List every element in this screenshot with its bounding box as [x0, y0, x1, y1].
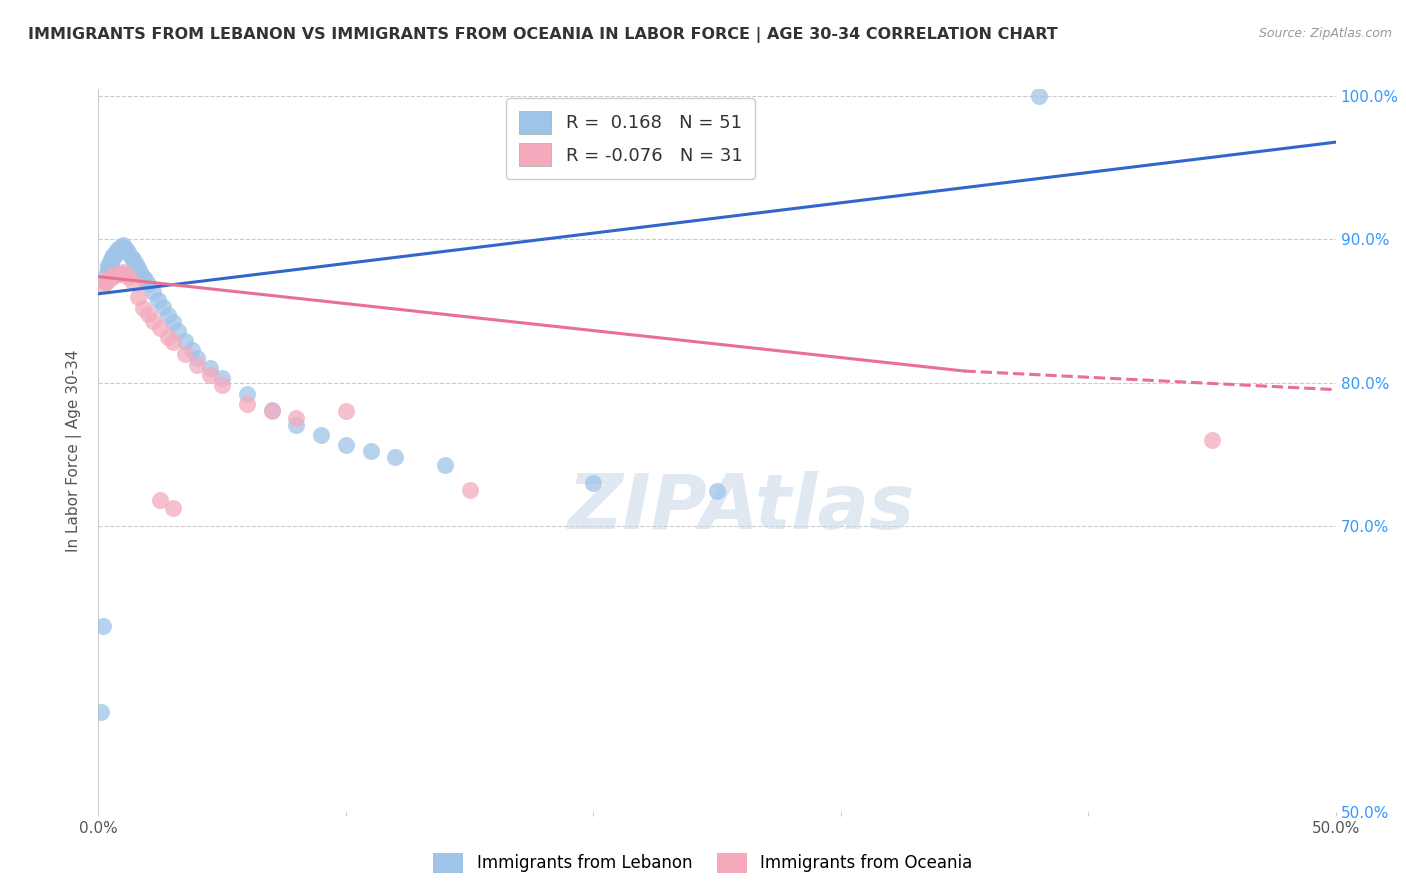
Point: [181, 343, 204, 357]
Point: [104, 268, 127, 283]
Point: [156, 329, 179, 343]
Point: [100, 252, 122, 267]
Point: [110, 267, 132, 281]
Point: [103, 251, 125, 265]
Point: [103, 248, 125, 262]
Point: [112, 241, 135, 255]
Point: [335, 404, 357, 418]
Point: [149, 492, 172, 507]
Point: [129, 265, 152, 279]
Point: [100, 257, 122, 271]
Point: [458, 483, 481, 497]
Point: [97, 260, 120, 275]
Point: [236, 387, 259, 401]
Point: [162, 335, 184, 350]
Point: [103, 250, 125, 264]
Point: [285, 411, 308, 425]
Point: [127, 290, 149, 304]
Point: [117, 245, 139, 260]
Legend: R =  0.168   N = 51, R = -0.076   N = 31: R = 0.168 N = 51, R = -0.076 N = 31: [506, 98, 755, 179]
Point: [142, 314, 165, 328]
Point: [93, 618, 115, 632]
Point: [107, 244, 129, 258]
Point: [1028, 89, 1050, 103]
Point: [166, 324, 188, 338]
Point: [90, 705, 112, 719]
Point: [107, 243, 129, 257]
Point: [114, 243, 136, 257]
Point: [117, 269, 139, 284]
Point: [94, 276, 117, 290]
Point: [309, 428, 332, 442]
Point: [285, 418, 308, 433]
Point: [122, 252, 145, 267]
Point: [582, 475, 605, 490]
Point: [100, 253, 122, 268]
Point: [335, 438, 357, 452]
Point: [211, 378, 233, 392]
Point: [122, 276, 145, 290]
Point: [107, 267, 129, 281]
Point: [162, 501, 184, 516]
Point: [97, 272, 120, 286]
Legend: Immigrants from Lebanon, Immigrants from Oceania: Immigrants from Lebanon, Immigrants from…: [426, 847, 980, 880]
Point: [162, 315, 184, 329]
Point: [114, 267, 136, 281]
Point: [94, 276, 117, 290]
Point: [198, 361, 221, 376]
Point: [127, 260, 149, 275]
Point: [146, 293, 169, 307]
Point: [104, 245, 127, 260]
Point: [120, 250, 142, 264]
Point: [112, 238, 135, 252]
Point: [156, 308, 179, 322]
Point: [142, 285, 165, 300]
Text: IMMIGRANTS FROM LEBANON VS IMMIGRANTS FROM OCEANIA IN LABOR FORCE | AGE 30-34 CO: IMMIGRANTS FROM LEBANON VS IMMIGRANTS FR…: [28, 27, 1057, 43]
Point: [152, 300, 174, 314]
Y-axis label: In Labor Force | Age 30-34: In Labor Force | Age 30-34: [66, 349, 83, 552]
Point: [236, 397, 259, 411]
Point: [104, 246, 127, 260]
Point: [198, 368, 221, 383]
Text: Source: ZipAtlas.com: Source: ZipAtlas.com: [1258, 27, 1392, 40]
Point: [136, 277, 159, 291]
Point: [1201, 433, 1223, 447]
Point: [260, 402, 283, 417]
Point: [103, 268, 125, 283]
Point: [93, 278, 115, 293]
Point: [132, 269, 155, 284]
Point: [186, 351, 208, 366]
Point: [112, 265, 135, 279]
Point: [433, 458, 456, 473]
Point: [100, 271, 122, 285]
Point: [384, 450, 406, 464]
Point: [94, 268, 117, 283]
Point: [134, 272, 156, 286]
Point: [186, 359, 208, 373]
Point: [97, 258, 120, 272]
Point: [110, 239, 132, 253]
Point: [706, 484, 728, 499]
Point: [360, 444, 382, 458]
Point: [124, 257, 146, 271]
Point: [211, 371, 233, 385]
Point: [136, 307, 159, 321]
Point: [174, 334, 197, 348]
Point: [149, 321, 172, 335]
Point: [132, 301, 155, 315]
Point: [174, 347, 197, 361]
Text: ZIPAtlas: ZIPAtlas: [568, 471, 915, 545]
Point: [260, 404, 283, 418]
